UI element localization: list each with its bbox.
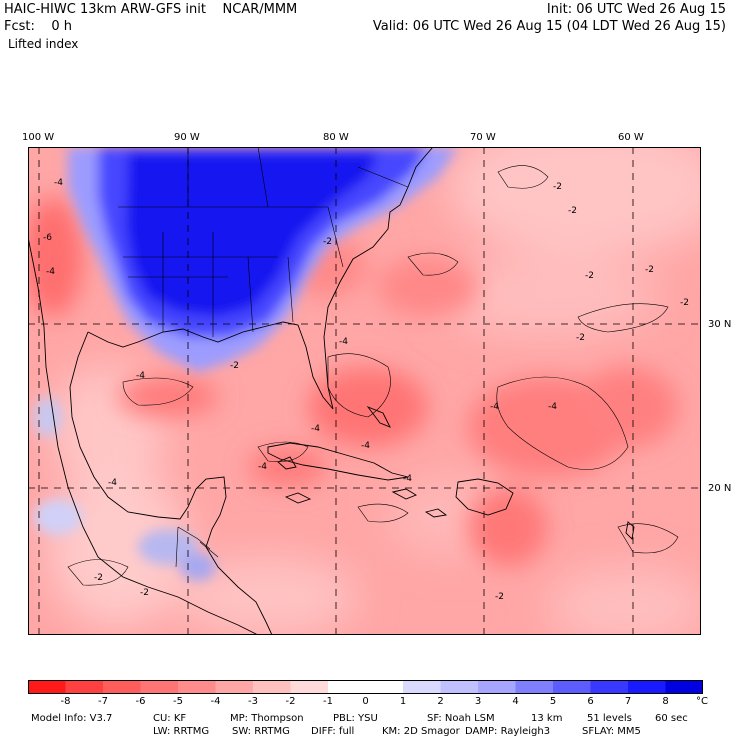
contour-label: -2 bbox=[553, 182, 562, 192]
colorbar-label: 2 bbox=[437, 696, 444, 707]
colorbar-label: 8 bbox=[662, 696, 669, 707]
colorbar-swatch bbox=[628, 680, 666, 694]
contour-label: -2 bbox=[323, 237, 332, 247]
colorbar-swatch bbox=[328, 680, 366, 694]
contour-label: -4 bbox=[361, 441, 370, 451]
contour-label: -2 bbox=[230, 361, 239, 371]
model-info-version: Model Info: V3.7 bbox=[31, 713, 113, 724]
colorbar-swatch bbox=[515, 680, 554, 694]
contour-labels: -4 -6 -4 -2 -2 -2 -2 -2 -2 -4 -2 -4 -4 -… bbox=[43, 178, 689, 602]
field-blue-patches bbox=[34, 397, 216, 581]
contour-label: -4 bbox=[258, 462, 267, 472]
colorbar-frame bbox=[28, 680, 703, 694]
contour-label: -4 bbox=[108, 478, 117, 488]
contour-label: -2 bbox=[680, 298, 689, 308]
model-info-timestep: 60 sec bbox=[655, 713, 688, 724]
model-info-mp: MP: Thompson bbox=[230, 713, 304, 724]
contour-label: -4 bbox=[490, 402, 499, 412]
colorbar-swatch bbox=[590, 680, 629, 694]
model-info-km: KM: 2D Smagor bbox=[382, 726, 460, 737]
colorbar bbox=[28, 680, 703, 694]
colorbar-label: -4 bbox=[210, 696, 221, 707]
model-info-cu: CU: KF bbox=[153, 713, 187, 724]
colorbar-swatch bbox=[440, 680, 479, 694]
field-name: Lifted index bbox=[8, 37, 79, 51]
colorbar-swatch bbox=[178, 680, 216, 694]
lon-label-100w: 100 W bbox=[22, 132, 55, 143]
contour-label: -2 bbox=[495, 592, 504, 602]
stable-airmass bbox=[68, 147, 458, 372]
contour-label: -2 bbox=[585, 271, 594, 281]
graticule bbox=[28, 147, 701, 635]
lon-label-80w: 80 W bbox=[323, 132, 349, 143]
lon-label-60w: 60 W bbox=[618, 132, 644, 143]
lat-label-20n: 20 N bbox=[708, 483, 732, 494]
contour-label: -4 bbox=[339, 337, 348, 347]
colorbar-label: -7 bbox=[98, 696, 108, 707]
contour-label: -2 bbox=[140, 588, 149, 598]
contour-label: -4 bbox=[548, 402, 557, 412]
colorbar-swatch bbox=[253, 680, 291, 694]
colorbar-label: 3 bbox=[474, 696, 482, 707]
lon-label-90w: 90 W bbox=[174, 132, 200, 143]
valid-time: Valid: 06 UTC Wed 26 Aug 15 (04 LDT Wed … bbox=[372, 19, 726, 34]
model-info-pbl: PBL: YSU bbox=[333, 713, 378, 724]
map-frame bbox=[28, 147, 701, 635]
colorbar-label: -6 bbox=[135, 696, 146, 707]
lifted-index-map: -4 -6 -4 -2 -2 -2 -2 -2 -2 -4 -2 -4 -4 -… bbox=[28, 147, 701, 635]
colorbar-swatch bbox=[290, 680, 329, 694]
contour-label: -6 bbox=[43, 233, 52, 243]
contour-label: -4 bbox=[311, 424, 320, 434]
colorbar-swatch bbox=[553, 680, 591, 694]
lon-label-70w: 70 W bbox=[470, 132, 496, 143]
colorbar-label: 0 bbox=[362, 696, 369, 707]
init-time: Init: 06 UTC Wed 26 Aug 15 bbox=[546, 2, 726, 17]
model-title: HAIC-HIWC 13km ARW-GFS init NCAR/MMM bbox=[4, 2, 298, 17]
contour-label: -2 bbox=[576, 333, 585, 343]
contour-label: -4 bbox=[136, 371, 145, 381]
model-info-sflay: SFLAY: MM5 bbox=[582, 726, 641, 737]
colorbar-swatch bbox=[665, 680, 703, 694]
colorbar-swatch bbox=[28, 680, 66, 694]
model-info-lw: LW: RRTMG bbox=[153, 726, 210, 737]
colorbar-label: -1 bbox=[323, 696, 333, 707]
colorbar-swatch bbox=[65, 680, 104, 694]
colorbar-swatch bbox=[403, 680, 441, 694]
colorbar-swatch bbox=[365, 680, 404, 694]
colorbar-label: -2 bbox=[285, 696, 296, 707]
model-info-sw: SW: RRTMG bbox=[232, 726, 290, 737]
model-info-diff: DIFF: full bbox=[311, 726, 355, 737]
contour-label: -4 bbox=[54, 178, 63, 188]
model-info-levels: 51 levels bbox=[587, 713, 632, 724]
colorbar-swatch bbox=[103, 680, 141, 694]
contour-label: -2 bbox=[94, 573, 103, 583]
colorbar-label: 7 bbox=[624, 696, 632, 707]
colorbar-label: -3 bbox=[248, 696, 258, 707]
model-info-damp: DAMP: Rayleigh3 bbox=[465, 726, 551, 737]
coastlines bbox=[28, 147, 635, 635]
lat-label-30n: 30 N bbox=[708, 319, 732, 330]
colorbar-unit: °C bbox=[696, 696, 708, 707]
colorbar-swatch bbox=[140, 680, 179, 694]
colorbar-swatch bbox=[478, 680, 516, 694]
forecast-hour: Fcst: 0 h bbox=[4, 19, 73, 34]
colorbar-label: -8 bbox=[60, 696, 71, 707]
contour-label: -2 bbox=[568, 206, 577, 216]
contour-label: -4 bbox=[46, 267, 55, 277]
contour-label: -2 bbox=[645, 265, 654, 275]
colorbar-label: -5 bbox=[173, 696, 183, 707]
colorbar-label: 4 bbox=[512, 696, 519, 707]
colorbar-swatch bbox=[215, 680, 254, 694]
model-info-sf: SF: Noah LSM bbox=[427, 713, 495, 724]
model-info-resolution: 13 km bbox=[531, 713, 563, 724]
contour-label: -4 bbox=[403, 474, 412, 484]
colorbar-label: 6 bbox=[587, 696, 594, 707]
colorbar-label: 1 bbox=[399, 696, 407, 707]
colorbar-label: 5 bbox=[549, 696, 557, 707]
contours bbox=[67, 165, 679, 586]
